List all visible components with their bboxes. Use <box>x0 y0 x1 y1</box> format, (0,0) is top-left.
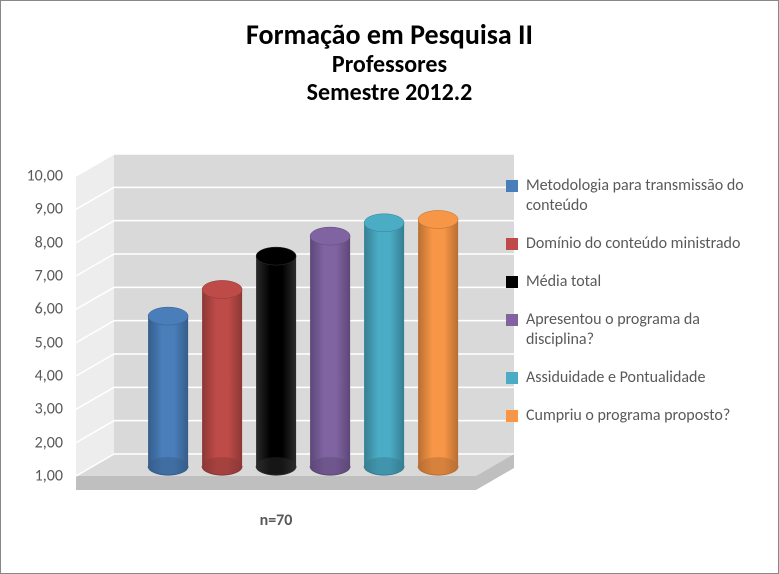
y-axis-tick: 8,00 <box>35 233 63 252</box>
y-axis-tick: 4,00 <box>35 367 63 386</box>
bar-top-cap <box>148 307 188 325</box>
bar-cylinder <box>256 256 296 475</box>
legend-item: Cumpriu o programa proposto? <box>506 406 761 426</box>
legend-label: Cumpriu o programa proposto? <box>526 406 730 426</box>
sidewall <box>76 154 114 476</box>
legend-item: Apresentou o programa da disciplina? <box>506 310 761 350</box>
x-axis-label: n=70 <box>76 511 476 530</box>
y-axis-tick: 7,00 <box>35 267 63 286</box>
chart-title-sub2: Semestre 2012.2 <box>1 79 778 107</box>
legend: Metodologia para transmissão do conteúdo… <box>506 176 761 444</box>
bar-cylinder <box>310 236 350 475</box>
bar-cylinder <box>148 316 188 475</box>
bar-cylinder <box>364 223 404 475</box>
bar-top-cap <box>256 247 296 265</box>
legend-item: Média total <box>506 272 761 292</box>
legend-item: Domínio do conteúdo ministrado <box>506 234 761 254</box>
legend-swatch <box>506 238 518 250</box>
legend-label: Apresentou o programa da disciplina? <box>526 310 761 350</box>
legend-swatch <box>506 410 518 422</box>
legend-label: Assiduidade e Pontualidade <box>526 368 705 388</box>
y-axis-tick: 6,00 <box>35 300 63 319</box>
plot-svg <box>76 166 476 506</box>
legend-label: Domínio do conteúdo ministrado <box>526 234 740 254</box>
bar-top-cap <box>310 227 350 245</box>
plot-row: 1,00 2,00 3,00 4,00 5,00 6,00 7,00 8,00 9,00 10,0… <box>1 166 778 546</box>
y-axis-tick: 3,00 <box>35 400 63 419</box>
chart-title-block: Formação em Pesquisa II Professores Seme… <box>1 1 778 106</box>
y-axis-tick: 10,00 <box>27 167 63 186</box>
y-axis-tick: 1,00 <box>35 467 63 486</box>
bar-cylinder <box>202 289 242 475</box>
y-axis-tick: 5,00 <box>35 333 63 352</box>
legend-swatch <box>506 276 518 288</box>
y-axis: 1,00 2,00 3,00 4,00 5,00 6,00 7,00 8,00 9,00 10,0… <box>1 166 71 486</box>
chart-container: Formação em Pesquisa II Professores Seme… <box>0 0 779 574</box>
y-axis-tick: 9,00 <box>35 200 63 219</box>
legend-swatch <box>506 314 518 326</box>
floor-front <box>76 476 476 490</box>
bar-top-cap <box>364 214 404 232</box>
legend-item: Metodologia para transmissão do conteúdo <box>506 176 761 216</box>
legend-label: Média total <box>526 272 601 292</box>
chart-title-main: Formação em Pesquisa II <box>1 19 778 51</box>
bar-cylinder <box>418 219 458 475</box>
legend-label: Metodologia para transmissão do conteúdo <box>526 176 761 216</box>
chart-title-sub1: Professores <box>1 51 778 79</box>
legend-item: Assiduidade e Pontualidade <box>506 368 761 388</box>
plot-area <box>76 166 476 506</box>
legend-swatch <box>506 180 518 192</box>
bar-top-cap <box>202 280 242 298</box>
y-axis-tick: 2,00 <box>35 433 63 452</box>
legend-swatch <box>506 372 518 384</box>
bar-top-cap <box>418 210 458 228</box>
